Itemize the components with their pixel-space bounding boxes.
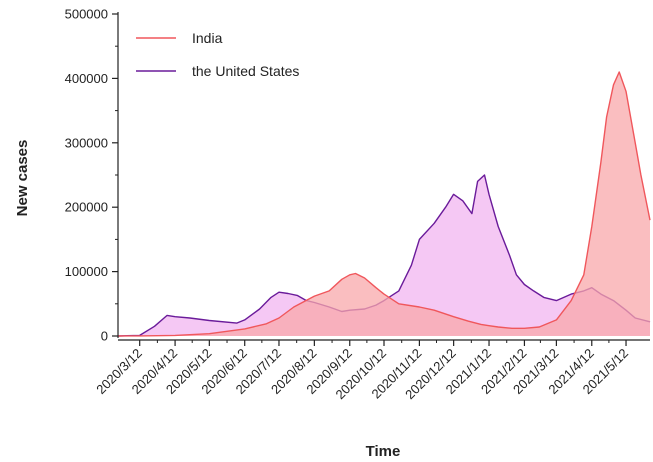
legend-label-united-states: the United States: [192, 63, 299, 79]
y-tick-label: 0: [101, 329, 108, 344]
area-india: [118, 72, 650, 336]
y-tick-label: 400000: [65, 71, 108, 86]
y-tick-label: 500000: [65, 7, 108, 22]
legend: India the United States: [136, 30, 299, 79]
y-tick-label: 100000: [65, 264, 108, 279]
area-the-united-states: [118, 175, 650, 336]
axes: 01000002000003000004000005000002020/3/12…: [65, 7, 650, 402]
line-the-united-states: [117, 174, 651, 337]
y-axis-title: New cases: [14, 140, 31, 217]
x-axis-title: Time: [366, 443, 401, 460]
y-tick-label: 200000: [65, 200, 108, 215]
y-tick-label: 300000: [65, 135, 108, 150]
legend-label-india: India: [192, 30, 223, 46]
plot-areas: [117, 71, 651, 337]
